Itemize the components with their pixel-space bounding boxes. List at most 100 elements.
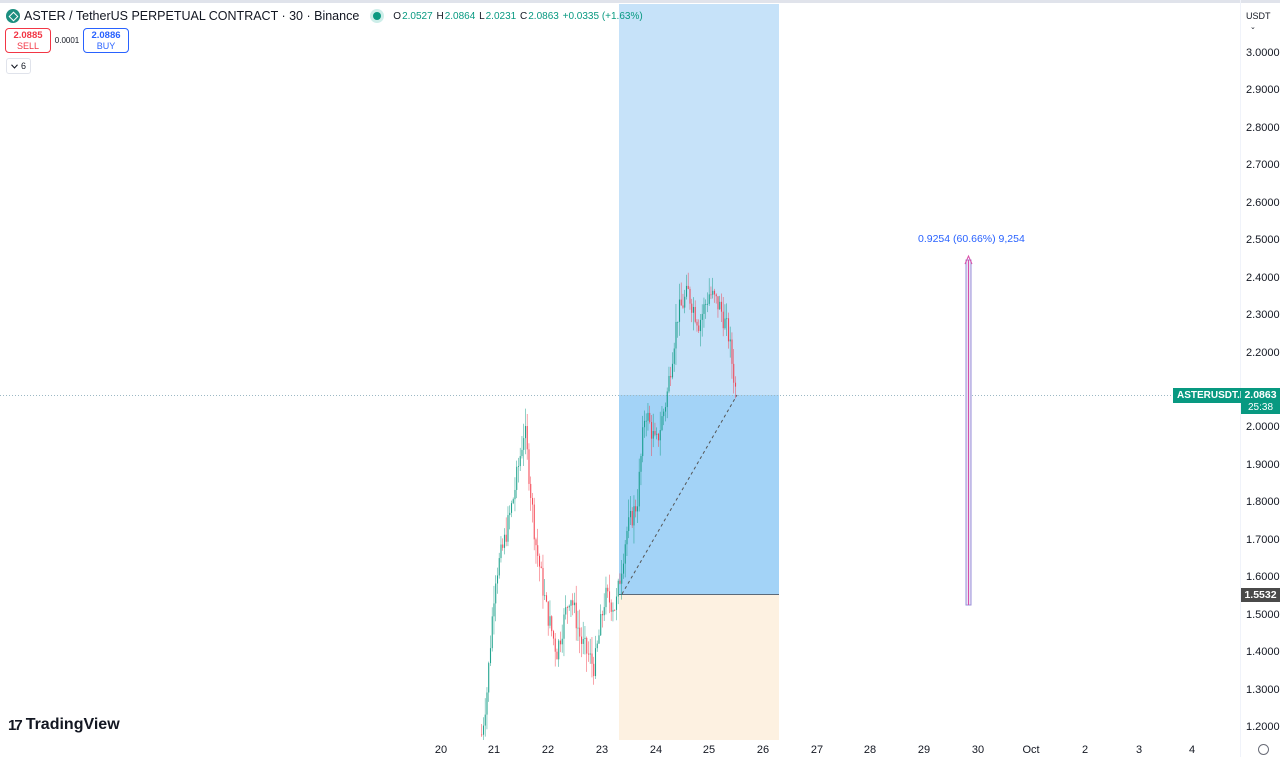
candle-body	[598, 635, 600, 644]
candle-body	[678, 299, 681, 322]
chart-svg[interactable]	[0, 4, 1240, 740]
candle-body	[698, 325, 700, 332]
candle-body	[610, 602, 612, 612]
candle-body	[710, 294, 712, 296]
candle-body	[537, 545, 539, 556]
tradingview-logo[interactable]: 17 TradingView	[8, 716, 120, 734]
candle-body	[727, 318, 730, 342]
price-tick-label: 2.5000	[1246, 234, 1280, 247]
time-tick-label: 3	[1135, 744, 1143, 756]
spread-value: 0.0001	[54, 36, 80, 45]
candle-body	[649, 412, 651, 423]
candle-body	[622, 563, 625, 574]
time-axis[interactable]	[0, 740, 1240, 757]
close-value: 2.0863	[528, 10, 559, 22]
symbol-title[interactable]: ASTER / TetherUS PERPETUAL CONTRACT · 30…	[24, 9, 360, 23]
candle-body	[624, 544, 626, 564]
candle-body	[654, 431, 656, 435]
time-tick-label: 28	[863, 744, 877, 756]
candle-body	[685, 285, 688, 297]
candle-body	[671, 363, 674, 378]
candle-body	[701, 313, 703, 320]
sell-button[interactable]: 2.0885 SELL	[5, 28, 51, 53]
candle-body	[614, 609, 616, 611]
candle-body	[657, 433, 660, 441]
top-border	[0, 0, 1280, 3]
candle-body	[631, 511, 633, 526]
candle-body	[561, 638, 563, 645]
profit-zone-active	[619, 395, 779, 594]
loss-zone[interactable]	[619, 594, 779, 740]
price-tick-label: 2.7000	[1246, 159, 1280, 172]
price-tick-label: 1.4000	[1246, 646, 1280, 659]
price-tick-label: 2.4000	[1246, 271, 1280, 284]
position-path-line	[621, 394, 738, 595]
high-value: 2.0864	[444, 10, 476, 22]
candle-body	[524, 426, 527, 439]
price-tick-label: 3.0000	[1246, 47, 1280, 59]
candle-body	[486, 692, 488, 715]
candle-body	[722, 311, 724, 329]
candle-body	[496, 575, 499, 584]
measure-tool[interactable]	[964, 254, 973, 606]
candle-body	[489, 648, 492, 664]
time-tick-label: 30	[971, 744, 985, 756]
time-tick-label: 25	[702, 744, 716, 756]
candles-group	[481, 272, 737, 740]
candle-body	[593, 663, 595, 677]
buy-button[interactable]: 2.0886 BUY	[83, 28, 129, 53]
open-value: 2.0527	[402, 10, 433, 22]
indicators-count: 6	[21, 61, 27, 71]
price-axis[interactable]	[1240, 0, 1280, 757]
candle-body	[575, 602, 577, 629]
candle-body	[563, 614, 565, 639]
candle-body	[652, 431, 654, 439]
indicators-toggle[interactable]: 6	[6, 58, 32, 74]
candle-body	[502, 544, 504, 548]
time-tick-label: 26	[756, 744, 770, 756]
candle-body	[733, 363, 735, 383]
candle-body	[715, 294, 717, 297]
candle-body	[558, 640, 560, 660]
candle-body	[640, 456, 642, 472]
candle-body	[552, 631, 555, 639]
candle-body	[544, 595, 546, 597]
candle-body	[507, 515, 509, 542]
candle-body	[566, 607, 569, 608]
candle-body	[661, 416, 663, 431]
candle-body	[572, 600, 574, 606]
candle-body	[617, 580, 619, 597]
price-tick-label: 2.8000	[1246, 121, 1280, 134]
sell-price: 2.0885	[13, 29, 43, 41]
candle-body	[603, 607, 605, 616]
chart-plot-area[interactable]	[0, 4, 1240, 740]
candle-body	[601, 614, 604, 616]
market-status-icon[interactable]	[373, 12, 382, 20]
candle-body	[545, 595, 548, 602]
candle-body	[691, 303, 693, 313]
measure-arrow-head	[964, 254, 973, 265]
currency-select[interactable]: USDT ⌄	[1246, 11, 1280, 31]
candle-body	[687, 285, 689, 289]
candle-body	[591, 653, 593, 664]
price-tick-label: 2.2000	[1246, 346, 1280, 359]
candle-body	[540, 566, 542, 568]
settings-gear-icon[interactable]	[1258, 744, 1269, 755]
candle-body	[568, 605, 570, 608]
candle-body	[510, 503, 513, 513]
candle-body	[615, 596, 618, 610]
candle-body	[570, 600, 572, 606]
candle-body	[503, 534, 506, 548]
candle-body	[659, 430, 661, 441]
price-tick-label: 1.9000	[1246, 458, 1280, 471]
candle-body	[645, 420, 647, 422]
candle-body	[551, 616, 553, 632]
low-value: 2.0231	[485, 10, 517, 22]
candle-body	[633, 506, 635, 526]
candle-body	[628, 517, 630, 531]
candle-body	[689, 288, 691, 304]
candle-body	[516, 466, 518, 490]
aster-logo-icon[interactable]	[6, 9, 20, 23]
last-price-value: 2.0863	[1244, 389, 1277, 401]
buy-label: BUY	[96, 40, 116, 51]
